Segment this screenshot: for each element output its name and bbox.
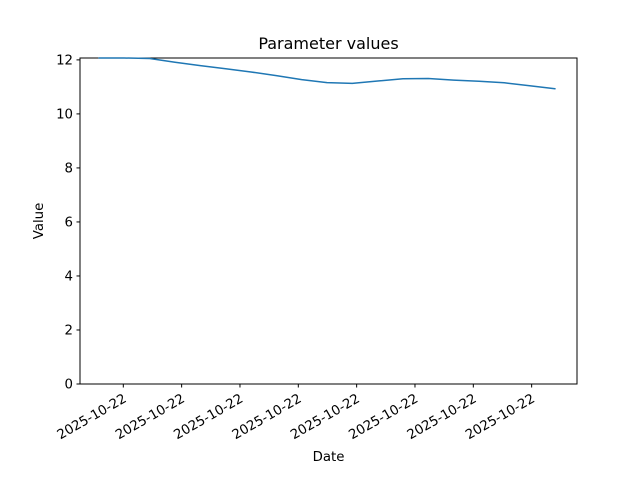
y-tick-label: 6 bbox=[65, 215, 73, 230]
y-tick-label: 4 bbox=[65, 269, 73, 284]
y-tick-label: 2 bbox=[65, 323, 73, 338]
y-tick-label: 12 bbox=[56, 53, 73, 68]
chart-title: Parameter values bbox=[258, 34, 398, 53]
y-tick-label: 0 bbox=[65, 378, 73, 393]
plot-border bbox=[79, 57, 578, 385]
y-tick-label: 10 bbox=[56, 107, 73, 122]
y-tick-label: 8 bbox=[65, 161, 73, 176]
y-axis-label: Value bbox=[32, 203, 47, 240]
x-axis-label: Date bbox=[313, 450, 345, 465]
data-line bbox=[98, 57, 556, 90]
